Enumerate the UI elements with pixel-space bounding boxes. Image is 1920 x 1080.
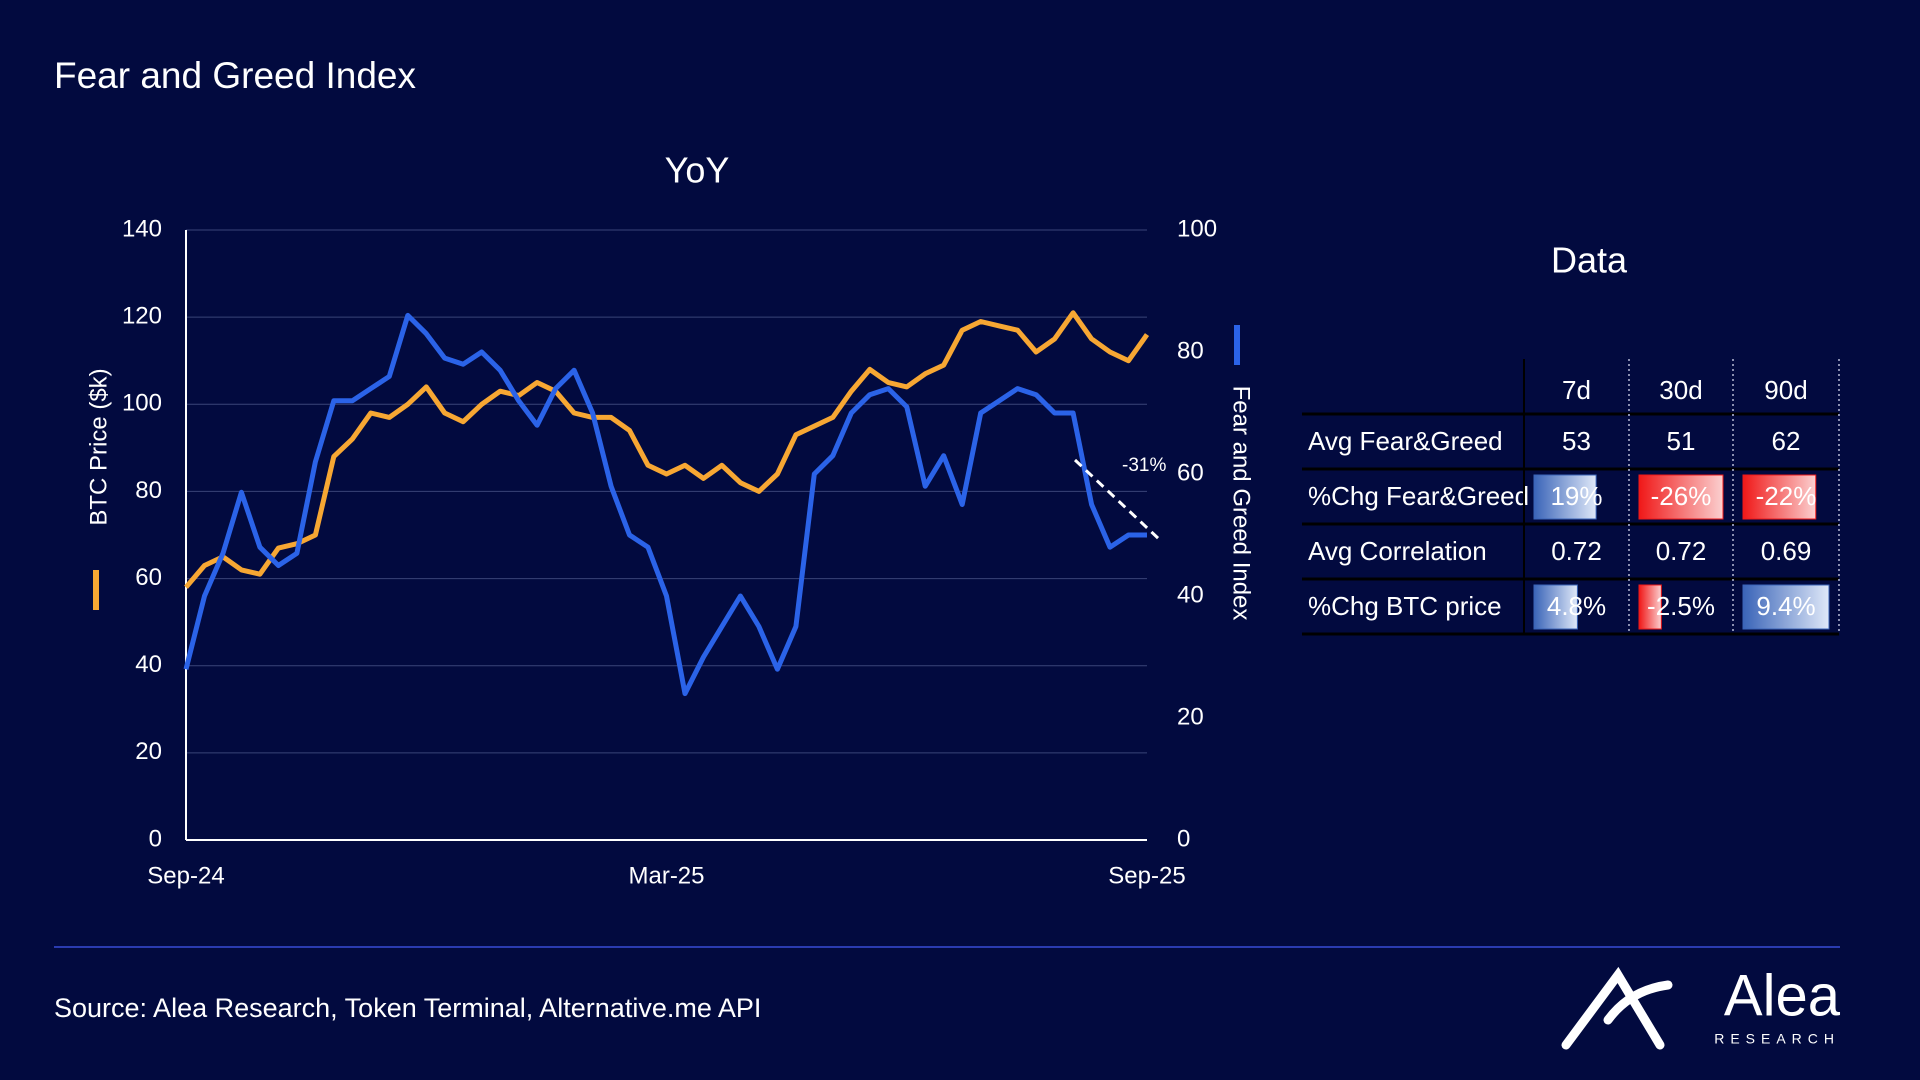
cell: 0.72 [1656,536,1707,566]
brand: Alea [1724,963,1841,1028]
y2-tick-label: 0 [1177,825,1190,852]
column-header: 7d [1562,375,1591,405]
series-line [184,310,1150,589]
y2-tick-label: 80 [1177,337,1204,364]
logo-mark [1561,966,1673,1050]
data-table: 7d 30d 90d Avg Fear&Greed 53 51 62 %Chg Fear&Gr… [1302,359,1840,636]
series-line [183,312,1147,697]
cell: 0.69 [1761,536,1812,566]
y2-axis-label: Fear and Greed Index [1228,386,1255,621]
cell: 19% [1550,481,1602,511]
cell: 62 [1772,426,1801,456]
column-header: 30d [1659,375,1702,405]
row-label: %Chg Fear&Greed [1308,481,1529,511]
cell: -2.5% [1647,591,1715,621]
x-tick-label: Sep-24 [147,862,224,889]
y2-tick-label: 60 [1177,459,1204,486]
brand-sub: RESEARCH [1714,1031,1840,1047]
y-axis-label: BTC Price ($k) [85,368,112,525]
cell: -26% [1651,481,1712,511]
data-bar [1533,474,1597,520]
data-bar [1742,584,1830,630]
annotation: -31% [1122,455,1166,476]
cell: 9.4% [1756,591,1815,621]
cell: 0.72 [1551,536,1602,566]
page-title: Fear and Greed Index [54,55,416,96]
chart-title: YoY [665,150,730,191]
x-tick-label: Sep-25 [1108,862,1185,889]
y-tick-label: 140 [122,215,162,242]
row-label: Avg Correlation [1308,536,1487,566]
x-tick-label: Mar-25 [628,862,704,889]
cell: 51 [1667,426,1696,456]
y-tick-label: 120 [122,302,162,329]
data-bar [1638,584,1662,630]
y2-tick-label: 20 [1177,703,1204,730]
trend-line [1073,458,1162,542]
y-tick-label: 60 [135,564,162,591]
chart: 0 20 40 60 80 100 120 140 0 20 40 60 80 100 Sep-24 Mar-… [85,215,1254,889]
y-tick-label: 20 [135,738,162,765]
cell: -22% [1756,481,1817,511]
source: Source: Alea Research, Token Terminal, A… [54,993,761,1023]
data-bar [1742,474,1817,520]
y2-tick-label: 100 [1177,215,1217,242]
row-label: Avg Fear&Greed [1308,426,1503,456]
cell: 4.8% [1547,591,1606,621]
y-tick-label: 80 [135,477,162,504]
data-bar [1638,474,1724,520]
y-tick-label: 40 [135,651,162,678]
column-header: 90d [1764,375,1807,405]
y-tick-label: 0 [149,825,162,852]
table-title: Data [1551,240,1628,281]
row-label: %Chg BTC price [1308,591,1502,621]
y-tick-label: 100 [122,390,162,417]
data-bar [1533,584,1578,630]
cell: 53 [1562,426,1591,456]
y2-tick-label: 40 [1177,581,1204,608]
